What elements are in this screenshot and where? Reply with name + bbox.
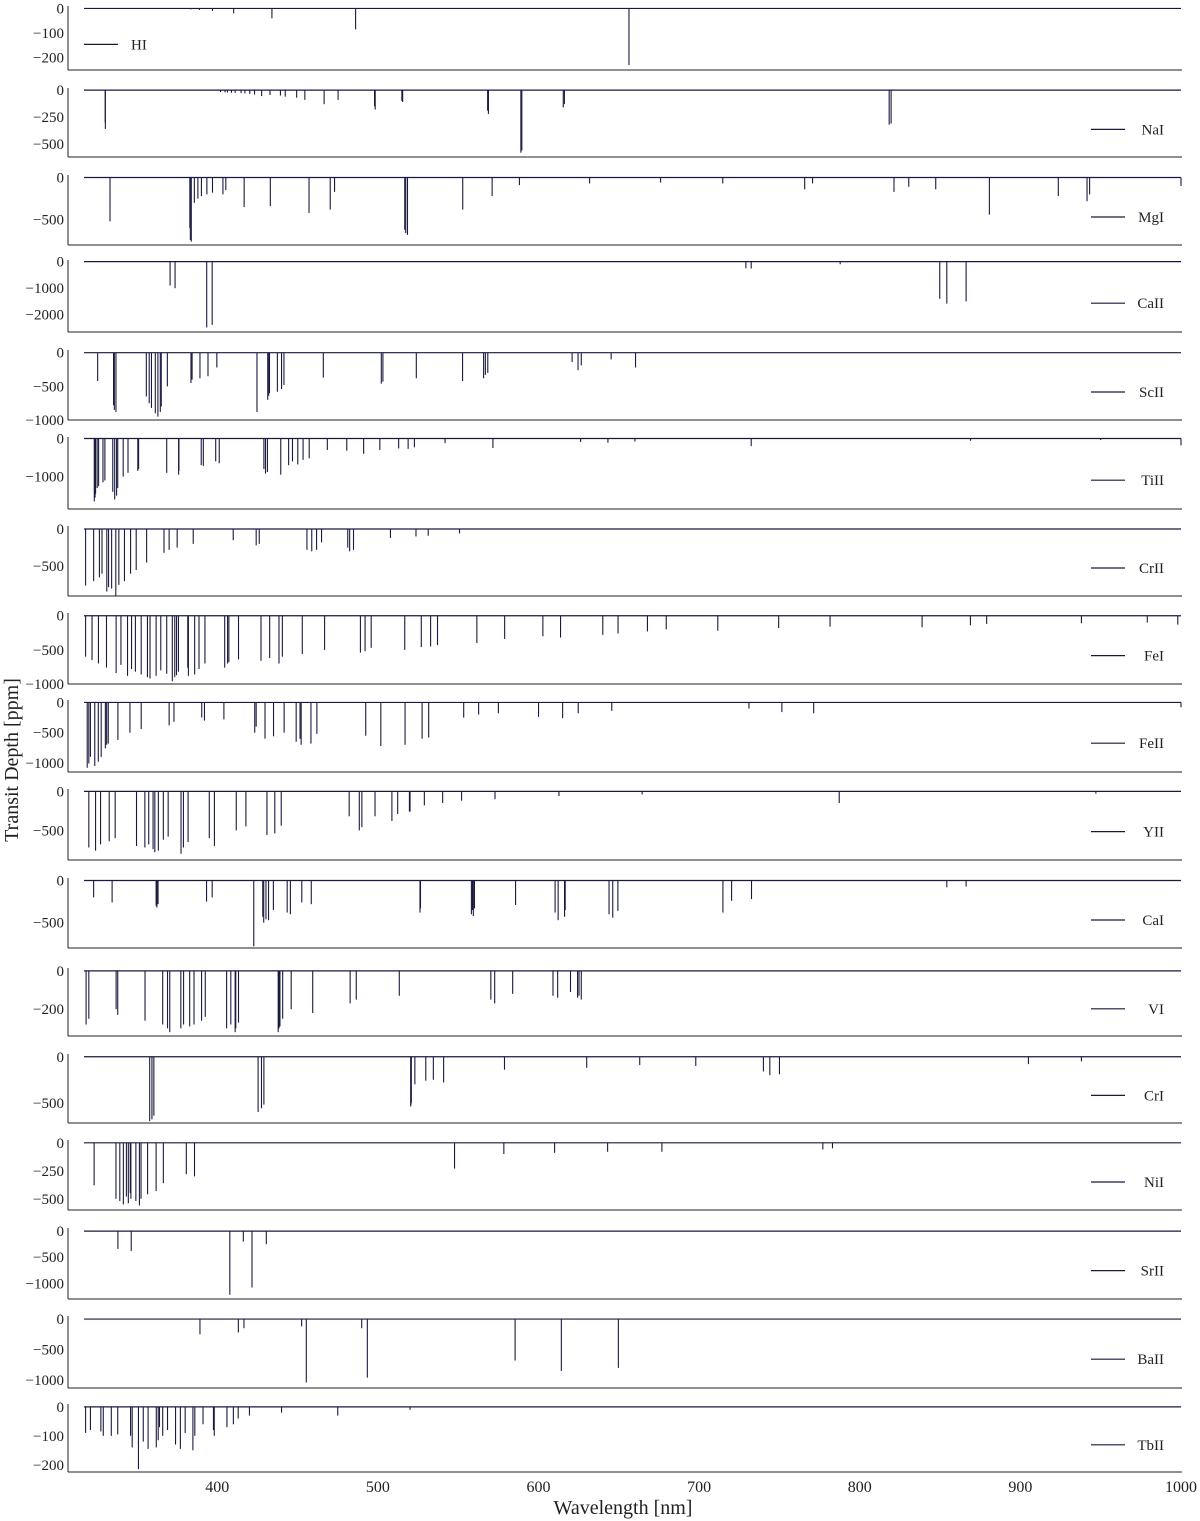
y-tick-label: −500: [33, 379, 64, 395]
x-tick-label: 600: [527, 1479, 551, 1496]
legend-label: NaI: [1142, 122, 1165, 138]
y-tick-label: 0: [57, 1400, 65, 1416]
panel-yii: 0 −500 YII: [33, 784, 1182, 861]
panel-mgi: 0 −500 MgI: [33, 171, 1182, 246]
legend-label: YII: [1143, 825, 1164, 841]
y-tick-label: −200: [33, 1002, 64, 1018]
legend-label: ScII: [1139, 385, 1164, 401]
y-tick-label: −250: [33, 110, 64, 126]
y-tick-label: −500: [33, 137, 64, 153]
panel-nii: 0 −250 −500 NiI: [33, 1136, 1182, 1211]
y-tick-label: −1000: [26, 677, 64, 693]
panel-caii: 0 −1000 −2000 CaII: [26, 255, 1182, 333]
legend-label: CaII: [1137, 296, 1164, 312]
y-tick-label: 0: [57, 695, 65, 711]
y-tick-label: 0: [57, 346, 65, 362]
y-tick-label: 0: [57, 1, 65, 17]
panel-cai: 0 −500 CaI: [33, 874, 1182, 949]
legend-label: CrII: [1139, 561, 1164, 577]
panel-srii: 0 −500 −1000 SrII: [26, 1224, 1182, 1300]
legend-label: HI: [131, 37, 147, 53]
y-tick-label: −100: [33, 26, 64, 42]
legend-label: FeII: [1139, 736, 1164, 752]
panel-cri: 0 −500 CrI: [33, 1050, 1182, 1124]
y-tick-label: −500: [33, 1192, 64, 1208]
legend-label: VI: [1148, 1002, 1164, 1018]
y-tick-label: −500: [33, 643, 64, 659]
y-tick-label: −1000: [26, 1373, 64, 1389]
x-tick-label: 1000: [1165, 1479, 1197, 1496]
y-tick-label: −500: [33, 1343, 64, 1359]
y-tick-label: −100: [33, 1429, 64, 1445]
y-tick-label: −250: [33, 1164, 64, 1180]
y-tick-label: −500: [33, 916, 64, 932]
panel-scii: 0 −500 −1000 ScII: [26, 346, 1182, 429]
y-tick-label: −1000: [26, 413, 64, 429]
legend-label: TbII: [1137, 1438, 1164, 1454]
panel-crii: 0 −500 CrII: [33, 522, 1182, 597]
legend-label: CaI: [1142, 913, 1164, 929]
panel-tiii: 0 −1000 TiII: [26, 432, 1182, 510]
y-tick-label: 0: [57, 874, 65, 890]
legend-label: MgI: [1138, 210, 1164, 226]
x-tick-label: 700: [687, 1479, 711, 1496]
y-tick-label: 0: [57, 432, 65, 448]
y-tick-label: 0: [57, 171, 65, 187]
y-tick-label: −1000: [26, 470, 64, 486]
x-tick-label: 900: [1008, 1479, 1032, 1496]
y-tick-label: 0: [57, 522, 65, 538]
y-tick-label: 0: [57, 83, 65, 99]
y-tick-label: −500: [33, 823, 64, 839]
y-tick-label: 0: [57, 609, 65, 625]
x-tick-label: 500: [366, 1479, 390, 1496]
panel-tbii: 0 −100 −200 TbII: [33, 1400, 1182, 1474]
panel-vi: 0 −200 VI: [33, 964, 1182, 1037]
legend-label: TiII: [1141, 473, 1164, 489]
panel-baii: 0 −500 −1000 BaII: [26, 1312, 1182, 1389]
y-tick-label: 0: [57, 964, 65, 980]
y-tick-label: −1000: [26, 281, 64, 297]
y-tick-label: −500: [33, 213, 64, 229]
x-tick-label: 800: [848, 1479, 872, 1496]
y-tick-label: −500: [33, 1250, 64, 1266]
y-axis-title: Transit Depth [ppm]: [1, 678, 23, 842]
y-tick-label: −500: [33, 559, 64, 575]
legend-label: BaII: [1137, 1352, 1164, 1368]
y-tick-label: 0: [57, 784, 65, 800]
y-tick-label: 0: [57, 1050, 65, 1066]
y-tick-label: −500: [33, 726, 64, 742]
y-tick-label: −1000: [26, 756, 64, 772]
y-tick-label: −200: [33, 1458, 64, 1474]
y-tick-label: −1000: [26, 1276, 64, 1292]
panel-fei: 0 −500 −1000 FeI: [26, 609, 1182, 693]
x-axis-title: Wavelength [nm]: [554, 1497, 693, 1519]
y-tick-label: 0: [57, 1224, 65, 1240]
y-tick-label: 0: [57, 1312, 65, 1328]
y-tick-label: −500: [33, 1096, 64, 1112]
legend-label: SrII: [1141, 1264, 1164, 1280]
panel-nai: 0 −250 −500 NaI: [33, 83, 1182, 158]
y-tick-label: 0: [57, 1136, 65, 1152]
y-tick-label: −200: [33, 51, 64, 67]
x-tick-label: 400: [205, 1479, 229, 1496]
legend-label: CrI: [1144, 1088, 1164, 1104]
y-tick-label: −2000: [26, 308, 64, 324]
y-tick-label: 0: [57, 255, 65, 271]
legend-label: NiI: [1144, 1175, 1164, 1191]
panel-hi: 0 −100 −200 HI: [33, 1, 1182, 71]
panel-feii: 0 −500 −1000 FeII: [26, 695, 1182, 773]
legend-label: FeI: [1144, 649, 1164, 665]
